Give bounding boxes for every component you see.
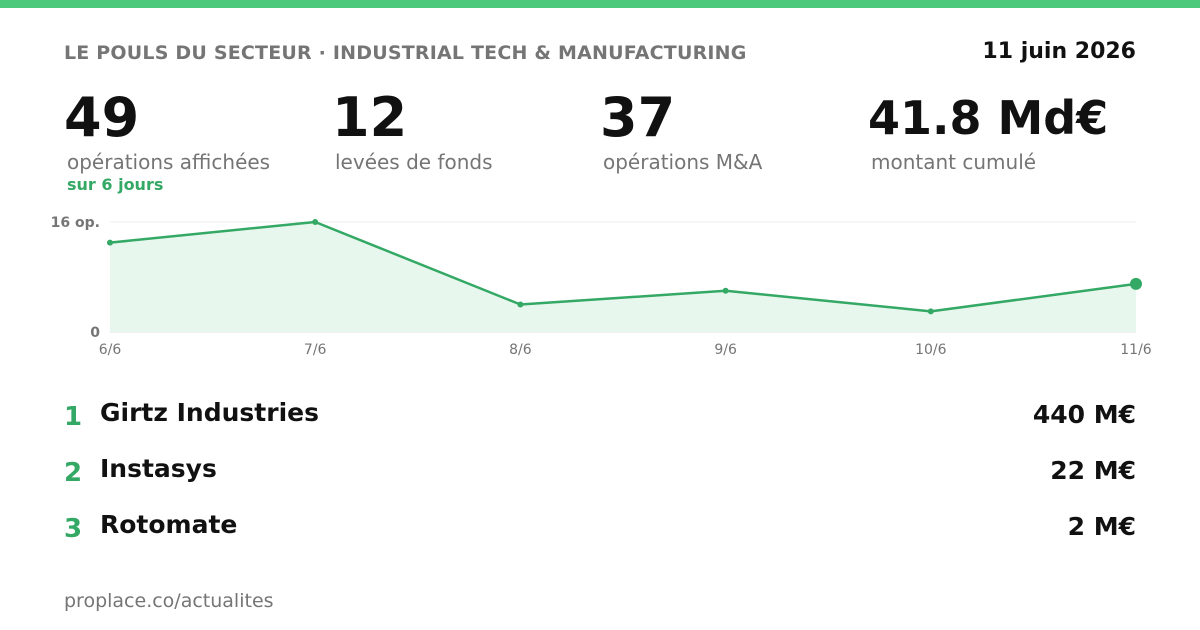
x-tick-label: 11/6 bbox=[1120, 342, 1152, 358]
x-tick-label: 6/6 bbox=[99, 342, 122, 358]
data-point bbox=[1130, 277, 1142, 290]
data-point bbox=[312, 219, 319, 225]
area-fill bbox=[110, 222, 1136, 332]
stat-value: 12 bbox=[332, 86, 408, 149]
deal-amount: 2 M€ bbox=[1067, 512, 1136, 541]
deal-amount: 440 M€ bbox=[1032, 400, 1136, 429]
data-point bbox=[722, 287, 729, 294]
ranking-row: 1 Girtz Industries 440 M€ bbox=[64, 398, 1136, 438]
stat-value: 37 bbox=[600, 86, 676, 149]
ranking-row: 3 Rotomate 2 M€ bbox=[64, 510, 1136, 550]
y-tick-label: 16 op. bbox=[51, 215, 100, 231]
x-tick-label: 7/6 bbox=[304, 342, 327, 358]
x-tick-label: 10/6 bbox=[915, 342, 947, 358]
stat-label: montant cumulé bbox=[871, 150, 1037, 174]
top-accent-bar bbox=[0, 0, 1200, 8]
deal-amount: 22 M€ bbox=[1050, 456, 1136, 485]
ranking-row: 2 Instasys 22 M€ bbox=[64, 454, 1136, 494]
stat-label: opérations affichées bbox=[67, 150, 271, 174]
stat-mna: 37 opérations M&A bbox=[600, 86, 762, 174]
stat-sublabel: sur 6 jours bbox=[67, 175, 164, 194]
stat-label: levées de fonds bbox=[335, 150, 493, 174]
daily-operations-chart: 16 op. 06/6 7/6 8/6 9/6 10/6 11/6 bbox=[51, 215, 1152, 358]
source-link[interactable]: proplace.co/actualites bbox=[64, 590, 274, 612]
stat-value: 49 bbox=[64, 86, 140, 149]
stat-operations-displayed: 49 opérations affichées sur 6 jours bbox=[64, 86, 270, 194]
x-tick-label: 8/6 bbox=[509, 342, 532, 358]
report-date: 11 juin 2026 bbox=[982, 39, 1136, 64]
rank-number: 1 bbox=[64, 402, 83, 432]
data-point bbox=[927, 308, 934, 315]
y-tick-label: 0 bbox=[90, 325, 100, 341]
stat-total-amount: 41.8 Md€ montant cumulé bbox=[868, 86, 1108, 174]
series-line bbox=[109, 220, 1137, 313]
company-name: Instasys bbox=[100, 454, 217, 483]
stat-label: opérations M&A bbox=[603, 150, 763, 174]
stat-fundraising: 12 levées de fonds bbox=[332, 86, 493, 174]
data-point bbox=[107, 239, 113, 246]
sector-kicker: LE POULS DU SECTEUR · INDUSTRIAL TECH & … bbox=[64, 42, 747, 64]
company-name: Rotomate bbox=[100, 510, 238, 539]
rank-number: 3 bbox=[64, 514, 83, 544]
stat-value: 41.8 Md€ bbox=[868, 91, 1109, 145]
data-point bbox=[517, 301, 524, 308]
rank-number: 2 bbox=[64, 458, 83, 488]
company-name: Girtz Industries bbox=[100, 398, 319, 427]
x-tick-label: 9/6 bbox=[714, 342, 737, 358]
